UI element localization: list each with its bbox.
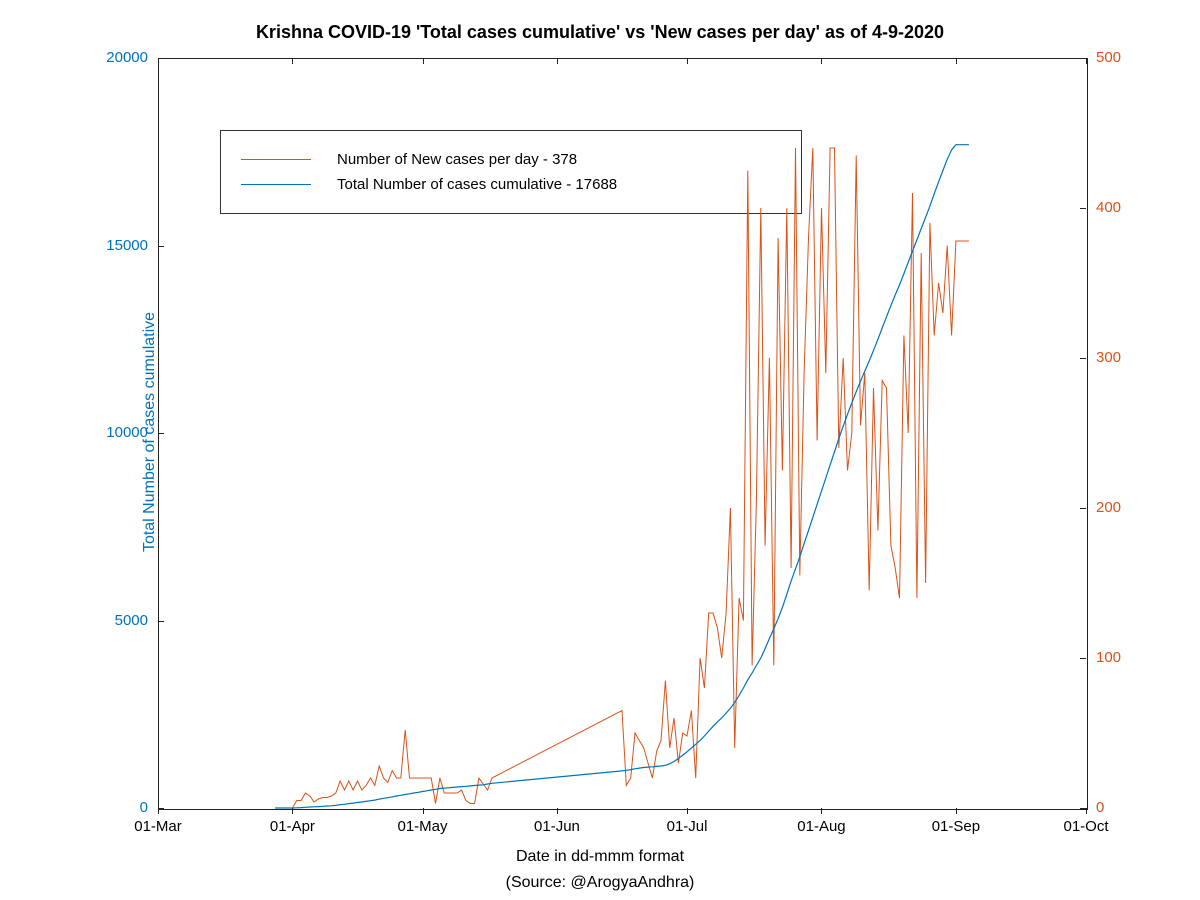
- tick-mark: [821, 58, 822, 64]
- tick-label: 0: [140, 799, 148, 816]
- tick-mark: [292, 58, 293, 64]
- tick-label: 15000: [106, 237, 148, 254]
- tick-mark: [423, 58, 424, 64]
- chart-lines: [0, 0, 1200, 900]
- tick-label: 01-Oct: [1063, 818, 1108, 835]
- tick-mark: [1080, 508, 1086, 509]
- tick-label: 5000: [115, 612, 148, 629]
- tick-mark: [158, 621, 164, 622]
- tick-mark: [158, 433, 164, 434]
- tick-mark: [956, 808, 957, 814]
- tick-mark: [1080, 658, 1086, 659]
- series-line: [275, 148, 969, 808]
- series-line: [275, 145, 969, 808]
- tick-label: 01-Mar: [134, 818, 182, 835]
- tick-label: 01-Apr: [270, 818, 315, 835]
- tick-mark: [423, 808, 424, 814]
- tick-label: 20000: [106, 49, 148, 66]
- tick-mark: [158, 808, 164, 809]
- tick-label: 01-Sep: [932, 818, 980, 835]
- tick-label: 0: [1096, 799, 1104, 816]
- tick-mark: [1086, 808, 1087, 814]
- tick-mark: [158, 58, 164, 59]
- tick-label: 400: [1096, 199, 1121, 216]
- tick-label: 10000: [106, 424, 148, 441]
- tick-label: 300: [1096, 349, 1121, 366]
- tick-label: 01-Jul: [667, 818, 708, 835]
- chart-container: Krishna COVID-19 'Total cases cumulative…: [0, 0, 1200, 900]
- tick-mark: [687, 58, 688, 64]
- tick-mark: [956, 58, 957, 64]
- tick-label: 01-May: [398, 818, 448, 835]
- tick-mark: [1080, 58, 1086, 59]
- tick-mark: [1080, 358, 1086, 359]
- tick-mark: [1080, 808, 1086, 809]
- tick-mark: [1086, 58, 1087, 64]
- tick-mark: [158, 246, 164, 247]
- tick-mark: [821, 808, 822, 814]
- tick-mark: [557, 58, 558, 64]
- tick-mark: [292, 808, 293, 814]
- tick-label: 200: [1096, 499, 1121, 516]
- tick-label: 01-Aug: [797, 818, 845, 835]
- tick-mark: [687, 808, 688, 814]
- tick-mark: [557, 808, 558, 814]
- tick-mark: [1080, 208, 1086, 209]
- tick-label: 01-Jun: [534, 818, 580, 835]
- tick-label: 500: [1096, 49, 1121, 66]
- tick-label: 100: [1096, 649, 1121, 666]
